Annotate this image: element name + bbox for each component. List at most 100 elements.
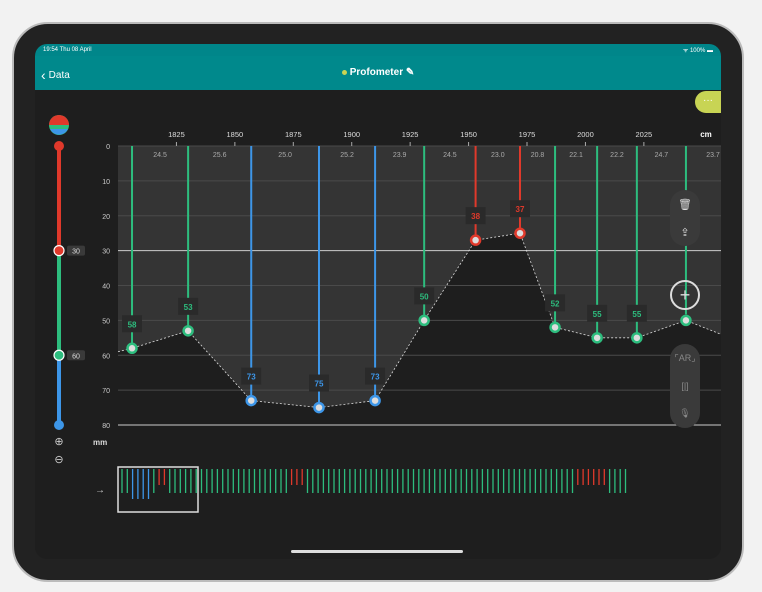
back-button[interactable]: ‹ Data — [41, 67, 70, 83]
rebar-point[interactable] — [418, 314, 430, 327]
chart[interactable]: 0 10 20 30 40 50 60 70 80 1825 1850 1875 1900 1925 195… — [35, 44, 721, 559]
threshold-badge — [67, 350, 85, 361]
threshold-handle[interactable] — [53, 349, 65, 361]
spacing-label: 25.2 — [340, 152, 354, 159]
tool-group: ⌜AR⌟ [|] 🎙 — [670, 344, 700, 428]
depth-line — [117, 232, 721, 408]
value-label: 75 — [315, 380, 324, 389]
spacing-label: 25.0 — [278, 152, 292, 159]
value-label-bg — [122, 315, 143, 333]
screen: 19:54 Thu 08 April ᯤ 100% ▬ ‹ Data Profom… — [35, 44, 721, 559]
back-label: Data — [48, 69, 70, 81]
chevron-left-icon: ‹ — [41, 67, 46, 83]
spacing-label: 23.0 — [491, 152, 505, 159]
slider-bottom-handle — [54, 420, 64, 430]
x-tick-label: 1900 — [343, 130, 360, 139]
rebar-point[interactable] — [549, 321, 561, 334]
y-tick-label: 80 — [102, 423, 110, 430]
rebar-point[interactable] — [631, 332, 643, 344]
value-label-bg — [545, 294, 566, 312]
pencil-icon: ✎ — [405, 67, 415, 78]
microphone-icon[interactable]: 🎙 — [679, 408, 691, 419]
value-label-bg — [510, 200, 530, 218]
rebar-point[interactable] — [182, 325, 194, 337]
value-label: 37 — [516, 205, 525, 214]
x-tick-label: 1950 — [460, 130, 477, 139]
home-indicator — [291, 550, 463, 553]
y-tick-label: 40 — [102, 284, 110, 291]
value-label-bg — [365, 367, 386, 385]
spacing-label: 24.5 — [443, 152, 457, 159]
rebar-point[interactable] — [469, 234, 482, 246]
rebar-point[interactable] — [245, 394, 257, 407]
y-tick-label: 70 — [102, 388, 110, 395]
spacing-label: 23.7 — [706, 152, 720, 159]
y-unit-label: mm — [93, 438, 107, 447]
value-label: 38 — [471, 212, 480, 221]
rebar-point[interactable] — [680, 314, 692, 327]
rebar-point[interactable] — [126, 342, 138, 355]
zoom-in-icon: ⊕ — [54, 436, 63, 448]
spacing-label: 25.6 — [213, 152, 227, 159]
threshold-value: 60 — [72, 353, 80, 360]
value-label: 52 — [551, 299, 560, 308]
status-bar: 19:54 Thu 08 April ᯤ 100% ▬ — [35, 44, 721, 56]
rebar-point[interactable] — [591, 332, 603, 344]
x-tick-label: 1925 — [402, 130, 419, 139]
spacing-label: 20.8 — [531, 152, 545, 159]
y-tick-label: 10 — [102, 179, 110, 186]
value-label-bg — [587, 304, 608, 322]
split-icon[interactable]: [|] — [681, 380, 689, 391]
spacing-label: 23.9 — [393, 152, 407, 159]
arrow-right-icon: → — [95, 485, 105, 496]
x-tick-label: 1825 — [168, 130, 185, 139]
status-time: 19:54 Thu 08 April — [43, 47, 92, 53]
slider-top-handle — [54, 141, 64, 151]
action-group: 🗑 ⇪ — [670, 190, 700, 246]
page-title[interactable]: Profometer ✎ — [35, 67, 721, 78]
nav-bar: ‹ Data Profometer ✎ — [35, 56, 721, 90]
value-label-bg — [465, 207, 486, 225]
x-unit-label: cm — [700, 130, 712, 139]
spacing-label: 22.2 — [610, 152, 624, 159]
threshold-handle[interactable] — [53, 245, 65, 257]
value-label: 55 — [593, 310, 602, 319]
value-label: 73 — [247, 373, 256, 382]
color-scale-icon-blue — [50, 129, 68, 135]
y-tick-label: 20 — [102, 214, 110, 221]
rebar-point[interactable] — [313, 401, 325, 414]
x-tick-label: 2025 — [636, 130, 653, 139]
depth-area — [118, 233, 721, 425]
value-label-bg — [241, 367, 262, 385]
threshold-value: 30 — [72, 249, 80, 256]
x-tick-label: 1850 — [227, 130, 244, 139]
spacing-label: 24.7 — [655, 152, 669, 159]
value-label: 58 — [128, 320, 137, 329]
share-icon[interactable]: ⇪ — [680, 226, 690, 239]
y-tick-label: 50 — [102, 318, 110, 325]
minimap-viewport[interactable] — [117, 466, 199, 513]
value-label-bg — [626, 304, 647, 322]
rebar-point[interactable] — [514, 227, 526, 239]
value-label: 73 — [371, 373, 380, 382]
x-tick-label: 2000 — [577, 130, 594, 139]
y-tick-label: 60 — [102, 353, 110, 360]
value-label-bg — [414, 287, 435, 305]
color-scale-icon-red — [49, 115, 69, 125]
y-tick-label: 30 — [102, 249, 110, 256]
x-tick-label: 1975 — [519, 130, 536, 139]
title-text: Profometer — [349, 67, 404, 78]
value-label: 53 — [184, 303, 193, 312]
add-button[interactable]: + — [670, 280, 700, 310]
zoom-out-icon: ⊖ — [54, 454, 63, 466]
value-label: 55 — [632, 310, 641, 319]
battery-level: 100% — [689, 48, 706, 54]
ar-icon[interactable]: ⌜AR⌟ — [674, 352, 696, 363]
rebar-point[interactable] — [369, 394, 381, 407]
trash-icon[interactable]: 🗑 — [678, 198, 692, 211]
status-battery: ᯤ 100% ▬ — [682, 48, 713, 54]
more-button[interactable]: ··· — [695, 91, 721, 113]
status-dot — [341, 69, 347, 75]
threshold-badge — [67, 245, 85, 256]
spacing-label: 22.1 — [569, 152, 583, 159]
